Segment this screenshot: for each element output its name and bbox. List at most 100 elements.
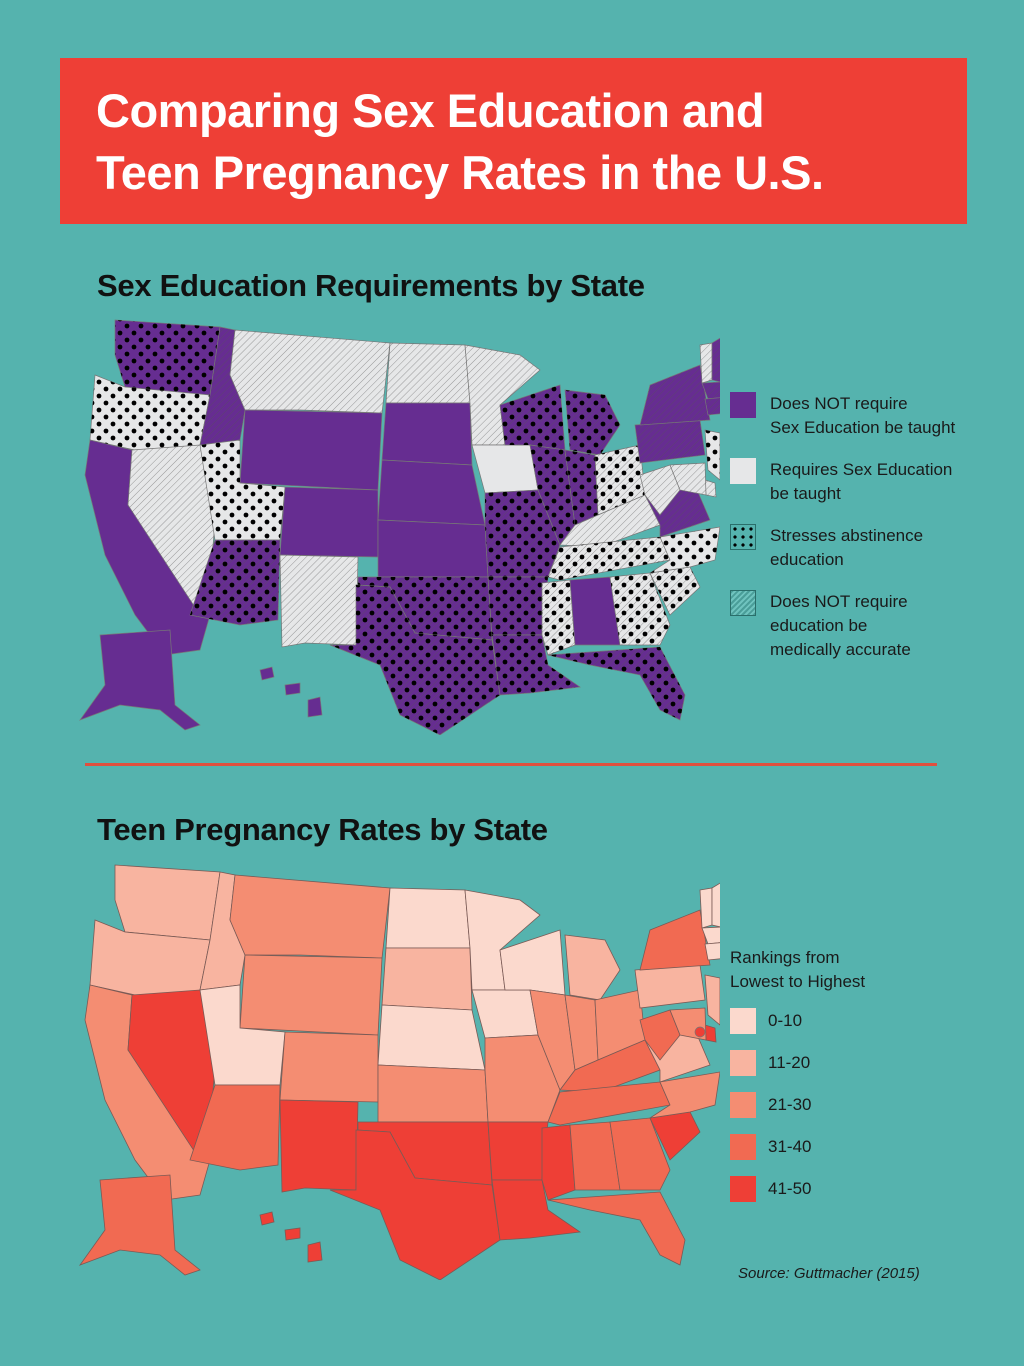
legend-label-line: education be bbox=[770, 616, 868, 635]
state-tx bbox=[329, 584, 501, 735]
state-ny bbox=[639, 909, 711, 971]
hatch-overlay bbox=[230, 330, 390, 413]
state-nd bbox=[385, 887, 471, 949]
legend-title-line-1: Rankings from bbox=[730, 948, 840, 967]
state-fill bbox=[377, 459, 486, 526]
state-sd bbox=[381, 402, 473, 466]
legend-item-rank-21-30: 21-30 bbox=[730, 1092, 811, 1118]
state-il bbox=[529, 444, 576, 546]
state-tx bbox=[329, 1129, 501, 1280]
legend-label-line: Stresses abstinence bbox=[770, 526, 924, 545]
state-ok bbox=[357, 576, 493, 641]
state-nh bbox=[711, 337, 720, 383]
state-ma bbox=[701, 381, 720, 400]
legend-label: Does NOT require Sex Education be taught bbox=[770, 392, 955, 440]
state-mt bbox=[229, 329, 391, 414]
state-ne bbox=[377, 1004, 486, 1071]
state-az bbox=[189, 539, 281, 626]
state-mt bbox=[229, 874, 391, 959]
rank-swatch bbox=[730, 1092, 756, 1118]
legend-label-line: Does NOT require bbox=[770, 394, 908, 413]
hatch-overlay bbox=[705, 480, 716, 497]
state-la bbox=[491, 634, 581, 696]
state-nj bbox=[704, 429, 720, 481]
dots-overlay bbox=[610, 573, 670, 645]
state-mi bbox=[564, 389, 621, 456]
legend-item-abstinence: Stresses abstinence education bbox=[730, 524, 923, 572]
hatch-overlay bbox=[465, 345, 540, 445]
state-vt bbox=[699, 887, 713, 929]
hatch-overlay bbox=[128, 445, 220, 615]
state-tn bbox=[547, 536, 671, 581]
hatch-overlay bbox=[702, 382, 720, 399]
dots-overlay bbox=[492, 635, 580, 695]
legend-item-required: Requires Sex Education be taught bbox=[730, 458, 952, 506]
state-ak bbox=[79, 629, 201, 731]
state-pa bbox=[634, 419, 706, 464]
dots-overlay bbox=[330, 585, 500, 735]
rank-swatch bbox=[730, 1050, 756, 1076]
source-citation: Source: Guttmacher (2015) bbox=[738, 1265, 920, 1282]
state-ks bbox=[377, 519, 489, 578]
state-fill bbox=[471, 444, 539, 494]
hatch-overlay bbox=[670, 463, 706, 495]
state-pa bbox=[634, 964, 706, 1009]
dots-overlay bbox=[565, 450, 598, 525]
legend-label: Requires Sex Education be taught bbox=[770, 458, 952, 506]
state-fl bbox=[547, 1191, 686, 1266]
state-co bbox=[279, 1031, 379, 1103]
state-fill bbox=[259, 666, 323, 718]
rank-label: 31-40 bbox=[768, 1137, 812, 1156]
state-nc bbox=[649, 1071, 720, 1119]
state-nh bbox=[711, 882, 720, 928]
dots-overlay bbox=[565, 390, 620, 455]
state-dc bbox=[694, 1026, 706, 1038]
state-hi bbox=[259, 666, 323, 718]
state-vt bbox=[699, 342, 713, 384]
legend-label-line: Requires Sex Education bbox=[770, 460, 953, 479]
state-de bbox=[704, 1024, 717, 1043]
state-az bbox=[189, 1084, 281, 1171]
state-nc bbox=[649, 526, 720, 574]
hatch-overlay bbox=[640, 465, 680, 515]
legend-label-line: education bbox=[770, 550, 844, 569]
state-ky bbox=[559, 494, 661, 548]
rank-label: 41-50 bbox=[768, 1179, 812, 1198]
hatch-overlay bbox=[705, 397, 720, 415]
state-md bbox=[669, 462, 707, 496]
state-ak bbox=[78, 1174, 201, 1276]
state-nm bbox=[279, 554, 359, 648]
dots-overlay bbox=[530, 445, 575, 545]
legend-item-not-required: Does NOT require Sex Education be taught bbox=[730, 392, 955, 440]
title-line-2: Teen Pregnancy Rates in the U.S. bbox=[96, 146, 824, 199]
rank-label: 21-30 bbox=[768, 1095, 812, 1114]
state-wy bbox=[239, 954, 383, 1036]
hatch-overlay bbox=[640, 365, 710, 425]
legend-label: Stresses abstinence education bbox=[770, 524, 923, 572]
hatch-overlay bbox=[635, 420, 705, 463]
dots-overlay bbox=[705, 430, 720, 480]
state-wv bbox=[639, 1009, 681, 1061]
state-ct bbox=[704, 942, 720, 961]
hatch-overlay bbox=[280, 555, 358, 647]
state-ne bbox=[377, 459, 486, 526]
dots-overlay bbox=[115, 320, 220, 395]
state-ms bbox=[541, 579, 576, 656]
legend-label-line: Sex Education be taught bbox=[770, 418, 956, 437]
state-ga bbox=[609, 1117, 671, 1191]
rank-label: 11-20 bbox=[768, 1053, 811, 1072]
legend-item-rank-11-20: 11-20 bbox=[730, 1050, 810, 1076]
state-ny bbox=[639, 364, 711, 426]
state-wi bbox=[499, 384, 566, 451]
legend-item-rank-31-40: 31-40 bbox=[730, 1134, 811, 1160]
legend-label: Does NOT require education be medically ac… bbox=[770, 590, 911, 662]
dots-overlay bbox=[650, 567, 700, 615]
state-de bbox=[704, 479, 717, 498]
state-ar bbox=[487, 576, 549, 636]
teen-pregnancy-map bbox=[78, 864, 720, 1280]
state-co bbox=[279, 486, 379, 558]
legend-item-not-accurate: Does NOT require education be medically ac… bbox=[730, 590, 911, 662]
state-mi bbox=[564, 934, 621, 1001]
dots-overlay bbox=[548, 647, 685, 720]
state-ga bbox=[609, 572, 671, 646]
